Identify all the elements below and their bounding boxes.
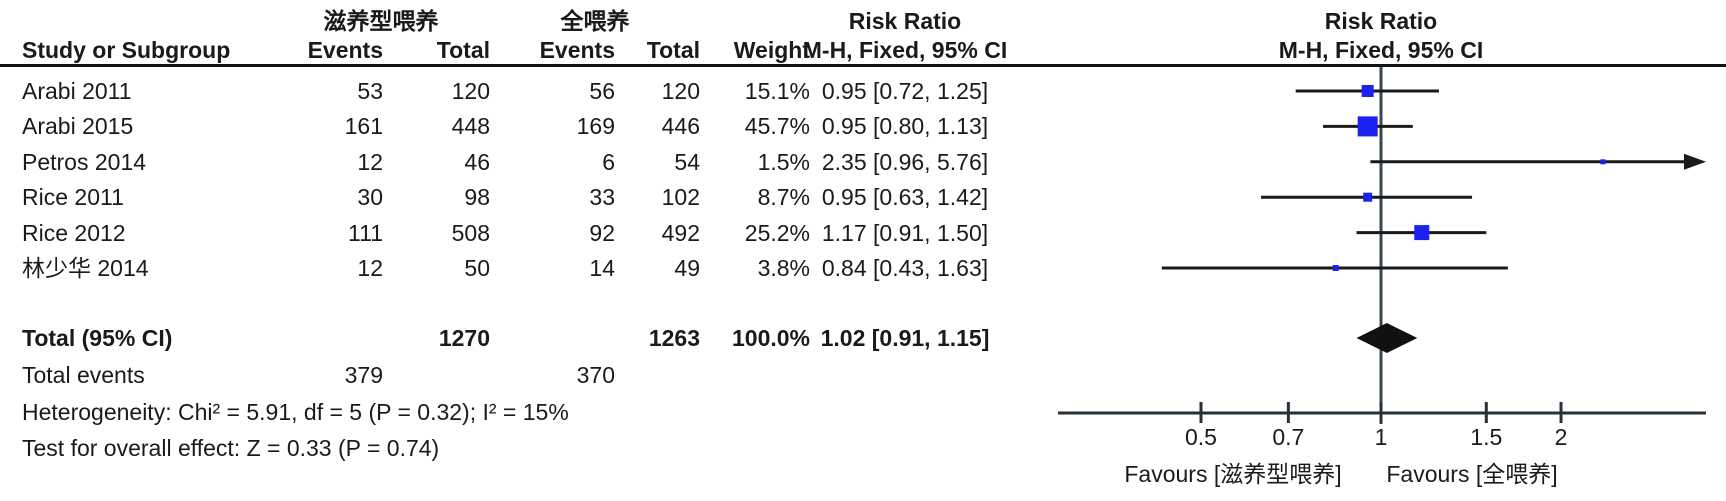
study-name: Petros 2014: [22, 148, 147, 175]
total-events-label: Total events: [22, 362, 145, 388]
tick-label: 2: [1555, 424, 1568, 450]
effect-square: [1363, 192, 1373, 202]
events2-cell: 92: [589, 219, 615, 246]
ci-cell: 0.95 [0.72, 1.25]: [821, 78, 989, 104]
effect-square: [1357, 116, 1378, 137]
effect-square: [1361, 85, 1374, 97]
total1-cell: 50: [464, 255, 490, 281]
total-events-2: 370: [576, 362, 615, 388]
group1-header: 滋养型喂养: [323, 8, 439, 34]
total-row: Total (95% CI) 1270 1263 100.0% 1.02 [0.…: [0, 323, 1020, 353]
method-header-right: M-H, Fixed, 95% CI: [1278, 37, 1484, 63]
tick-label: 1: [1375, 424, 1388, 450]
total1-cell: 98: [464, 184, 490, 211]
events1-cell: 111: [348, 219, 383, 246]
total-events-1: 379: [344, 362, 383, 388]
total2-cell: 54: [674, 148, 700, 175]
risk-ratio-header-left: Risk Ratio: [848, 8, 962, 34]
weight-cell: 1.5%: [757, 148, 810, 175]
heterogeneity-text: Heterogeneity: Chi² = 5.91, df = 5 (P = …: [22, 399, 569, 425]
weight-cell: 3.8%: [757, 255, 810, 281]
tick-label: 0.7: [1272, 424, 1304, 450]
total-label: Total (95% CI): [22, 325, 173, 351]
ci-cell: 0.95 [0.80, 1.13]: [821, 113, 989, 140]
risk-ratio-header-right: Risk Ratio: [1324, 8, 1438, 34]
total2-cell: 446: [661, 113, 700, 140]
total-n2: 1263: [648, 325, 700, 351]
study-name: Rice 2011: [22, 184, 124, 211]
weight-cell: 8.7%: [757, 184, 810, 211]
events2-cell: 6: [602, 148, 615, 175]
tick-label: 0.5: [1185, 424, 1217, 450]
events2-cell: 56: [589, 78, 615, 104]
total1-cell: 448: [451, 113, 490, 140]
weight-cell: 45.7%: [744, 113, 810, 140]
table-row: Petros 2014 12 46 6 54 1.5% 2.35 [0.96, 5.76]: [0, 147, 1020, 177]
total1-col-header: Total: [436, 37, 490, 63]
study-name: Arabi 2011: [22, 78, 132, 104]
weight-col-header: Weight: [733, 37, 810, 63]
total-n1: 1270: [438, 325, 490, 351]
events1-cell: 12: [357, 148, 383, 175]
total2-cell: 49: [674, 255, 700, 281]
tick-label: 1.5: [1470, 424, 1502, 450]
study-name: Arabi 2015: [22, 113, 134, 140]
total1-cell: 120: [451, 78, 490, 104]
effect-square: [1332, 265, 1339, 271]
ci-cell: 0.84 [0.43, 1.63]: [821, 255, 989, 281]
events1-cell: 12: [357, 255, 383, 281]
ci-cell: 2.35 [0.96, 5.76]: [821, 148, 989, 175]
table-row: Arabi 2011 53 120 56 120 15.1% 0.95 [0.72, 1.2…: [0, 76, 1020, 106]
ci-cell: 1.17 [0.91, 1.50]: [821, 219, 989, 246]
effect-square: [1600, 159, 1606, 165]
total2-col-header: Total: [646, 37, 700, 63]
table-row: Arabi 2015 161 448 169 446 45.7% 0.95 [0.80, 1…: [0, 111, 1020, 141]
events1-col-header: Events: [307, 37, 383, 63]
events2-col-header: Events: [539, 37, 615, 63]
total-events-row: Total events 379 370: [0, 360, 1020, 390]
events1-cell: 30: [357, 184, 383, 211]
group2-header: 全喂养: [560, 8, 630, 34]
total-ci: 1.02 [0.91, 1.15]: [820, 325, 990, 351]
total2-cell: 102: [661, 184, 700, 211]
favours-right-label: Favours [全喂养]: [1386, 461, 1558, 487]
events2-cell: 14: [589, 255, 615, 281]
study-name: 林少华 2014: [22, 255, 149, 281]
study-col-header: Study or Subgroup: [22, 37, 231, 63]
ci-cell: 0.95 [0.63, 1.42]: [821, 184, 989, 211]
summary-diamond: [1356, 323, 1418, 353]
events2-cell: 33: [589, 184, 615, 211]
arrow-right-icon: [1684, 153, 1706, 170]
total2-cell: 120: [661, 78, 700, 104]
total2-cell: 492: [661, 219, 700, 246]
events1-cell: 161: [344, 113, 383, 140]
ci-col-header: M-H, Fixed, 95% CI: [802, 37, 1008, 63]
table-row: Rice 2012 111 508 92 492 25.2% 1.17 [0.91, 1.5…: [0, 218, 1020, 248]
table-row: 林少华 2014 12 50 14 49 3.8% 0.84 [0.43, 1.63]: [0, 253, 1020, 283]
overall-effect-text: Test for overall effect: Z = 0.33 (P = 0…: [22, 435, 440, 461]
weight-cell: 25.2%: [744, 219, 810, 246]
study-name: Rice 2012: [22, 219, 126, 246]
table-row: Rice 2011 30 98 33 102 8.7% 0.95 [0.63, 1.42]: [0, 182, 1020, 212]
weight-cell: 15.1%: [744, 78, 810, 104]
header-divider: [0, 64, 1726, 67]
total1-cell: 46: [464, 148, 490, 175]
effect-square: [1414, 225, 1430, 241]
events2-cell: 169: [576, 113, 615, 140]
events1-cell: 53: [357, 78, 383, 104]
favours-left-label: Favours [滋养型喂养]: [1124, 461, 1342, 487]
total1-cell: 508: [451, 219, 490, 246]
total-weight: 100.0%: [731, 325, 810, 351]
